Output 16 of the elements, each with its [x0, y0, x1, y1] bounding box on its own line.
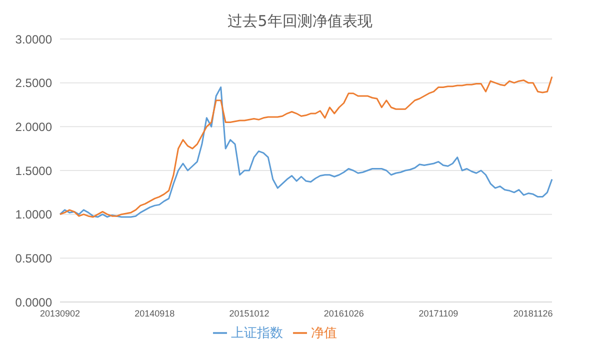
y-tick-label: 2.0000 — [15, 120, 52, 134]
x-tick-label: 20140918 — [134, 308, 175, 318]
x-tick-label: 20130902 — [40, 308, 80, 318]
y-tick-label: 0.5000 — [15, 251, 52, 266]
y-tick-label: 2.5000 — [15, 76, 52, 90]
y-tick-label: 1.5000 — [15, 164, 52, 178]
legend-label: 净值 — [311, 326, 337, 341]
x-tick-label: 20151012 — [229, 308, 270, 318]
legend-label: 上证指数 — [231, 326, 283, 341]
chart-title: 过去5年回测净值表现 — [226, 11, 374, 32]
x-tick-label: 20171109 — [418, 308, 458, 318]
x-tick-label: 20181126 — [513, 308, 553, 318]
y-tick-label: 1.0000 — [15, 208, 52, 222]
y-tick-label: 3.0000 — [15, 32, 52, 46]
y-tick-label: 0.0000 — [15, 295, 52, 310]
x-tick-label: 20161026 — [324, 308, 364, 318]
